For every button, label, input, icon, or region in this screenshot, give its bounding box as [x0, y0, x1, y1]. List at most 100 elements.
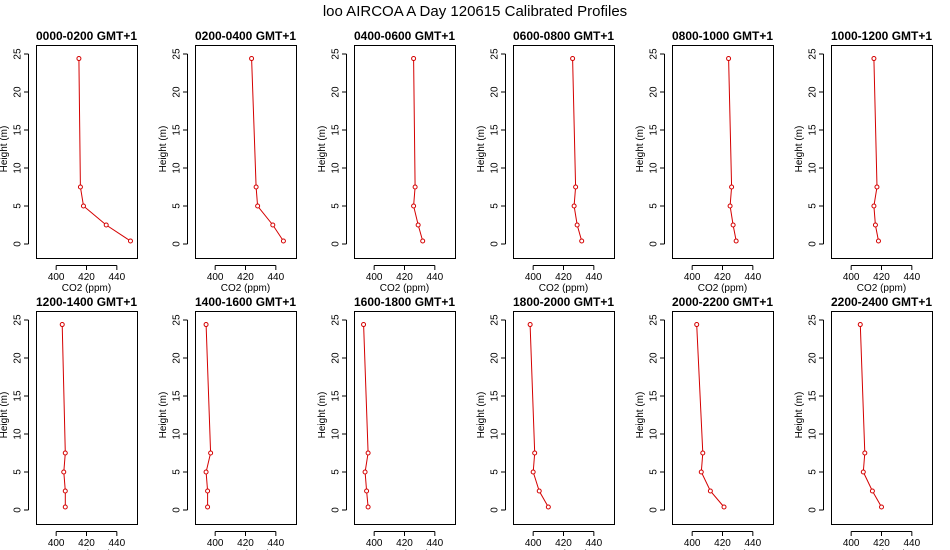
y-tick-label: 5	[172, 203, 183, 209]
x-tick-label: 420	[873, 538, 890, 549]
plot-frame	[672, 45, 774, 259]
x-tick-label: 440	[426, 538, 443, 549]
data-point	[205, 504, 211, 510]
data-point	[871, 56, 877, 62]
x-tick-label: 420	[555, 272, 572, 283]
x-tick-label: 440	[267, 272, 284, 283]
x-tick-label: 400	[366, 272, 383, 283]
data-point	[61, 469, 67, 475]
y-tick-label: 10	[13, 428, 24, 440]
data-point	[875, 238, 881, 244]
data-point	[415, 222, 421, 228]
y-tick-label: 10	[331, 428, 342, 440]
x-tick-label: 400	[684, 272, 701, 283]
data-point	[530, 469, 536, 475]
data-point	[361, 322, 367, 328]
y-tick-label: 0	[808, 241, 819, 247]
data-point	[365, 504, 371, 510]
y-tick-label: 15	[649, 124, 660, 136]
data-point	[570, 56, 576, 62]
panel-title: 1800-2000 GMT+1	[513, 295, 614, 309]
x-tick-label: 400	[525, 538, 542, 549]
y-tick-label: 20	[490, 352, 501, 364]
y-tick-label: 20	[808, 352, 819, 364]
x-tick-label: 420	[237, 272, 254, 283]
y-tick-label: 0	[13, 507, 24, 513]
y-tick-label: 25	[649, 48, 660, 60]
y-tick-label: 25	[490, 48, 501, 60]
x-tick-label: 400	[366, 538, 383, 549]
y-tick-label: 5	[808, 469, 819, 475]
y-tick-label: 20	[808, 86, 819, 98]
panel-title: 1200-1400 GMT+1	[36, 295, 137, 309]
data-point	[59, 322, 65, 328]
plot-frame	[513, 311, 615, 525]
y-tick-label: 10	[649, 162, 660, 174]
y-axis-label: Height (m)	[635, 392, 646, 439]
y-tick-label: 20	[490, 86, 501, 98]
profile-line	[251, 58, 284, 242]
panel-title: 0200-0400 GMT+1	[195, 29, 296, 43]
y-tick-label: 15	[490, 124, 501, 136]
y-tick-label: 5	[172, 469, 183, 475]
x-tick-label: 420	[873, 272, 890, 283]
y-axis-label: Height (m)	[158, 392, 169, 439]
y-tick-label: 15	[172, 390, 183, 402]
y-tick-label: 0	[172, 241, 183, 247]
data-point	[871, 203, 877, 209]
profile-line	[529, 324, 549, 508]
y-axis-label: Height (m)	[0, 126, 10, 173]
x-tick-label: 420	[237, 538, 254, 549]
panel-title: 1000-1200 GMT+1	[831, 29, 932, 43]
data-point	[862, 450, 868, 456]
y-axis-label: Height (m)	[317, 126, 328, 173]
y-tick-label: 10	[490, 162, 501, 174]
x-tick-label: 400	[843, 538, 860, 549]
x-tick-label: 440	[585, 272, 602, 283]
y-axis-label: Height (m)	[476, 392, 487, 439]
data-point	[700, 450, 706, 456]
y-tick-label: 25	[331, 314, 342, 326]
plot-frame	[195, 311, 297, 525]
y-tick-label: 5	[13, 203, 24, 209]
x-axis-label: CO2 (ppm)	[698, 283, 747, 294]
y-tick-label: 25	[13, 48, 24, 60]
y-tick-label: 5	[490, 469, 501, 475]
y-axis-label: Height (m)	[0, 392, 10, 439]
x-tick-label: 420	[78, 272, 95, 283]
y-tick-label: 10	[331, 162, 342, 174]
data-point	[127, 238, 133, 244]
data-point	[203, 322, 209, 328]
x-tick-label: 420	[396, 538, 413, 549]
data-point	[249, 56, 255, 62]
x-tick-label: 400	[48, 538, 65, 549]
data-point	[869, 488, 875, 494]
y-tick-label: 15	[649, 390, 660, 402]
y-tick-label: 0	[490, 507, 501, 513]
x-axis-label: CO2 (ppm)	[539, 283, 588, 294]
data-point	[694, 322, 700, 328]
x-tick-label: 400	[525, 272, 542, 283]
y-tick-label: 5	[13, 469, 24, 475]
data-point	[411, 56, 417, 62]
panel-title: 0000-0200 GMT+1	[36, 29, 137, 43]
y-tick-label: 15	[808, 124, 819, 136]
y-tick-label: 15	[331, 124, 342, 136]
data-point	[872, 222, 878, 228]
x-tick-label: 440	[426, 272, 443, 283]
profile-line	[859, 324, 882, 508]
x-tick-label: 400	[207, 538, 224, 549]
y-tick-label: 20	[172, 352, 183, 364]
y-tick-label: 25	[649, 314, 660, 326]
plot-frame	[354, 45, 456, 259]
y-axis-label: Height (m)	[794, 392, 805, 439]
y-tick-label: 10	[172, 162, 183, 174]
profile-line	[363, 324, 369, 508]
y-tick-label: 10	[490, 428, 501, 440]
data-point	[874, 184, 880, 190]
profile-line	[873, 58, 879, 242]
